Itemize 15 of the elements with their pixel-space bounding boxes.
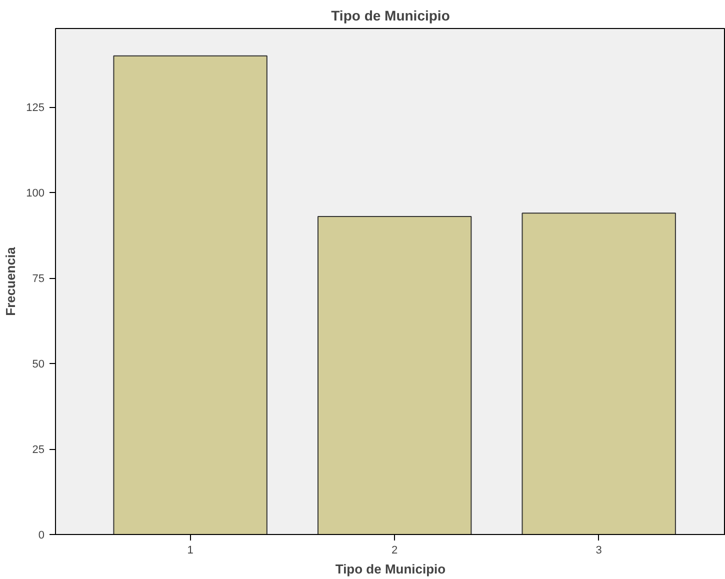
bar: [113, 55, 268, 534]
y-tick-label: 75: [32, 273, 45, 286]
chart-title: Tipo de Municipio: [331, 8, 450, 24]
bar: [522, 212, 676, 534]
x-tick-label: 2: [392, 544, 398, 556]
y-tick-label: 50: [32, 358, 45, 371]
y-tick-label: 125: [26, 102, 45, 114]
y-tick-label: 0: [38, 530, 45, 542]
x-axis-title: Tipo de Municipio: [335, 562, 446, 576]
y-tick-label: 100: [26, 188, 45, 200]
y-tick-label: 25: [32, 444, 45, 456]
x-tick-label: 1: [187, 544, 194, 556]
y-axis-title: Frecuencia: [3, 246, 18, 316]
bar: [317, 216, 472, 534]
x-tick-label: 3: [596, 544, 602, 556]
